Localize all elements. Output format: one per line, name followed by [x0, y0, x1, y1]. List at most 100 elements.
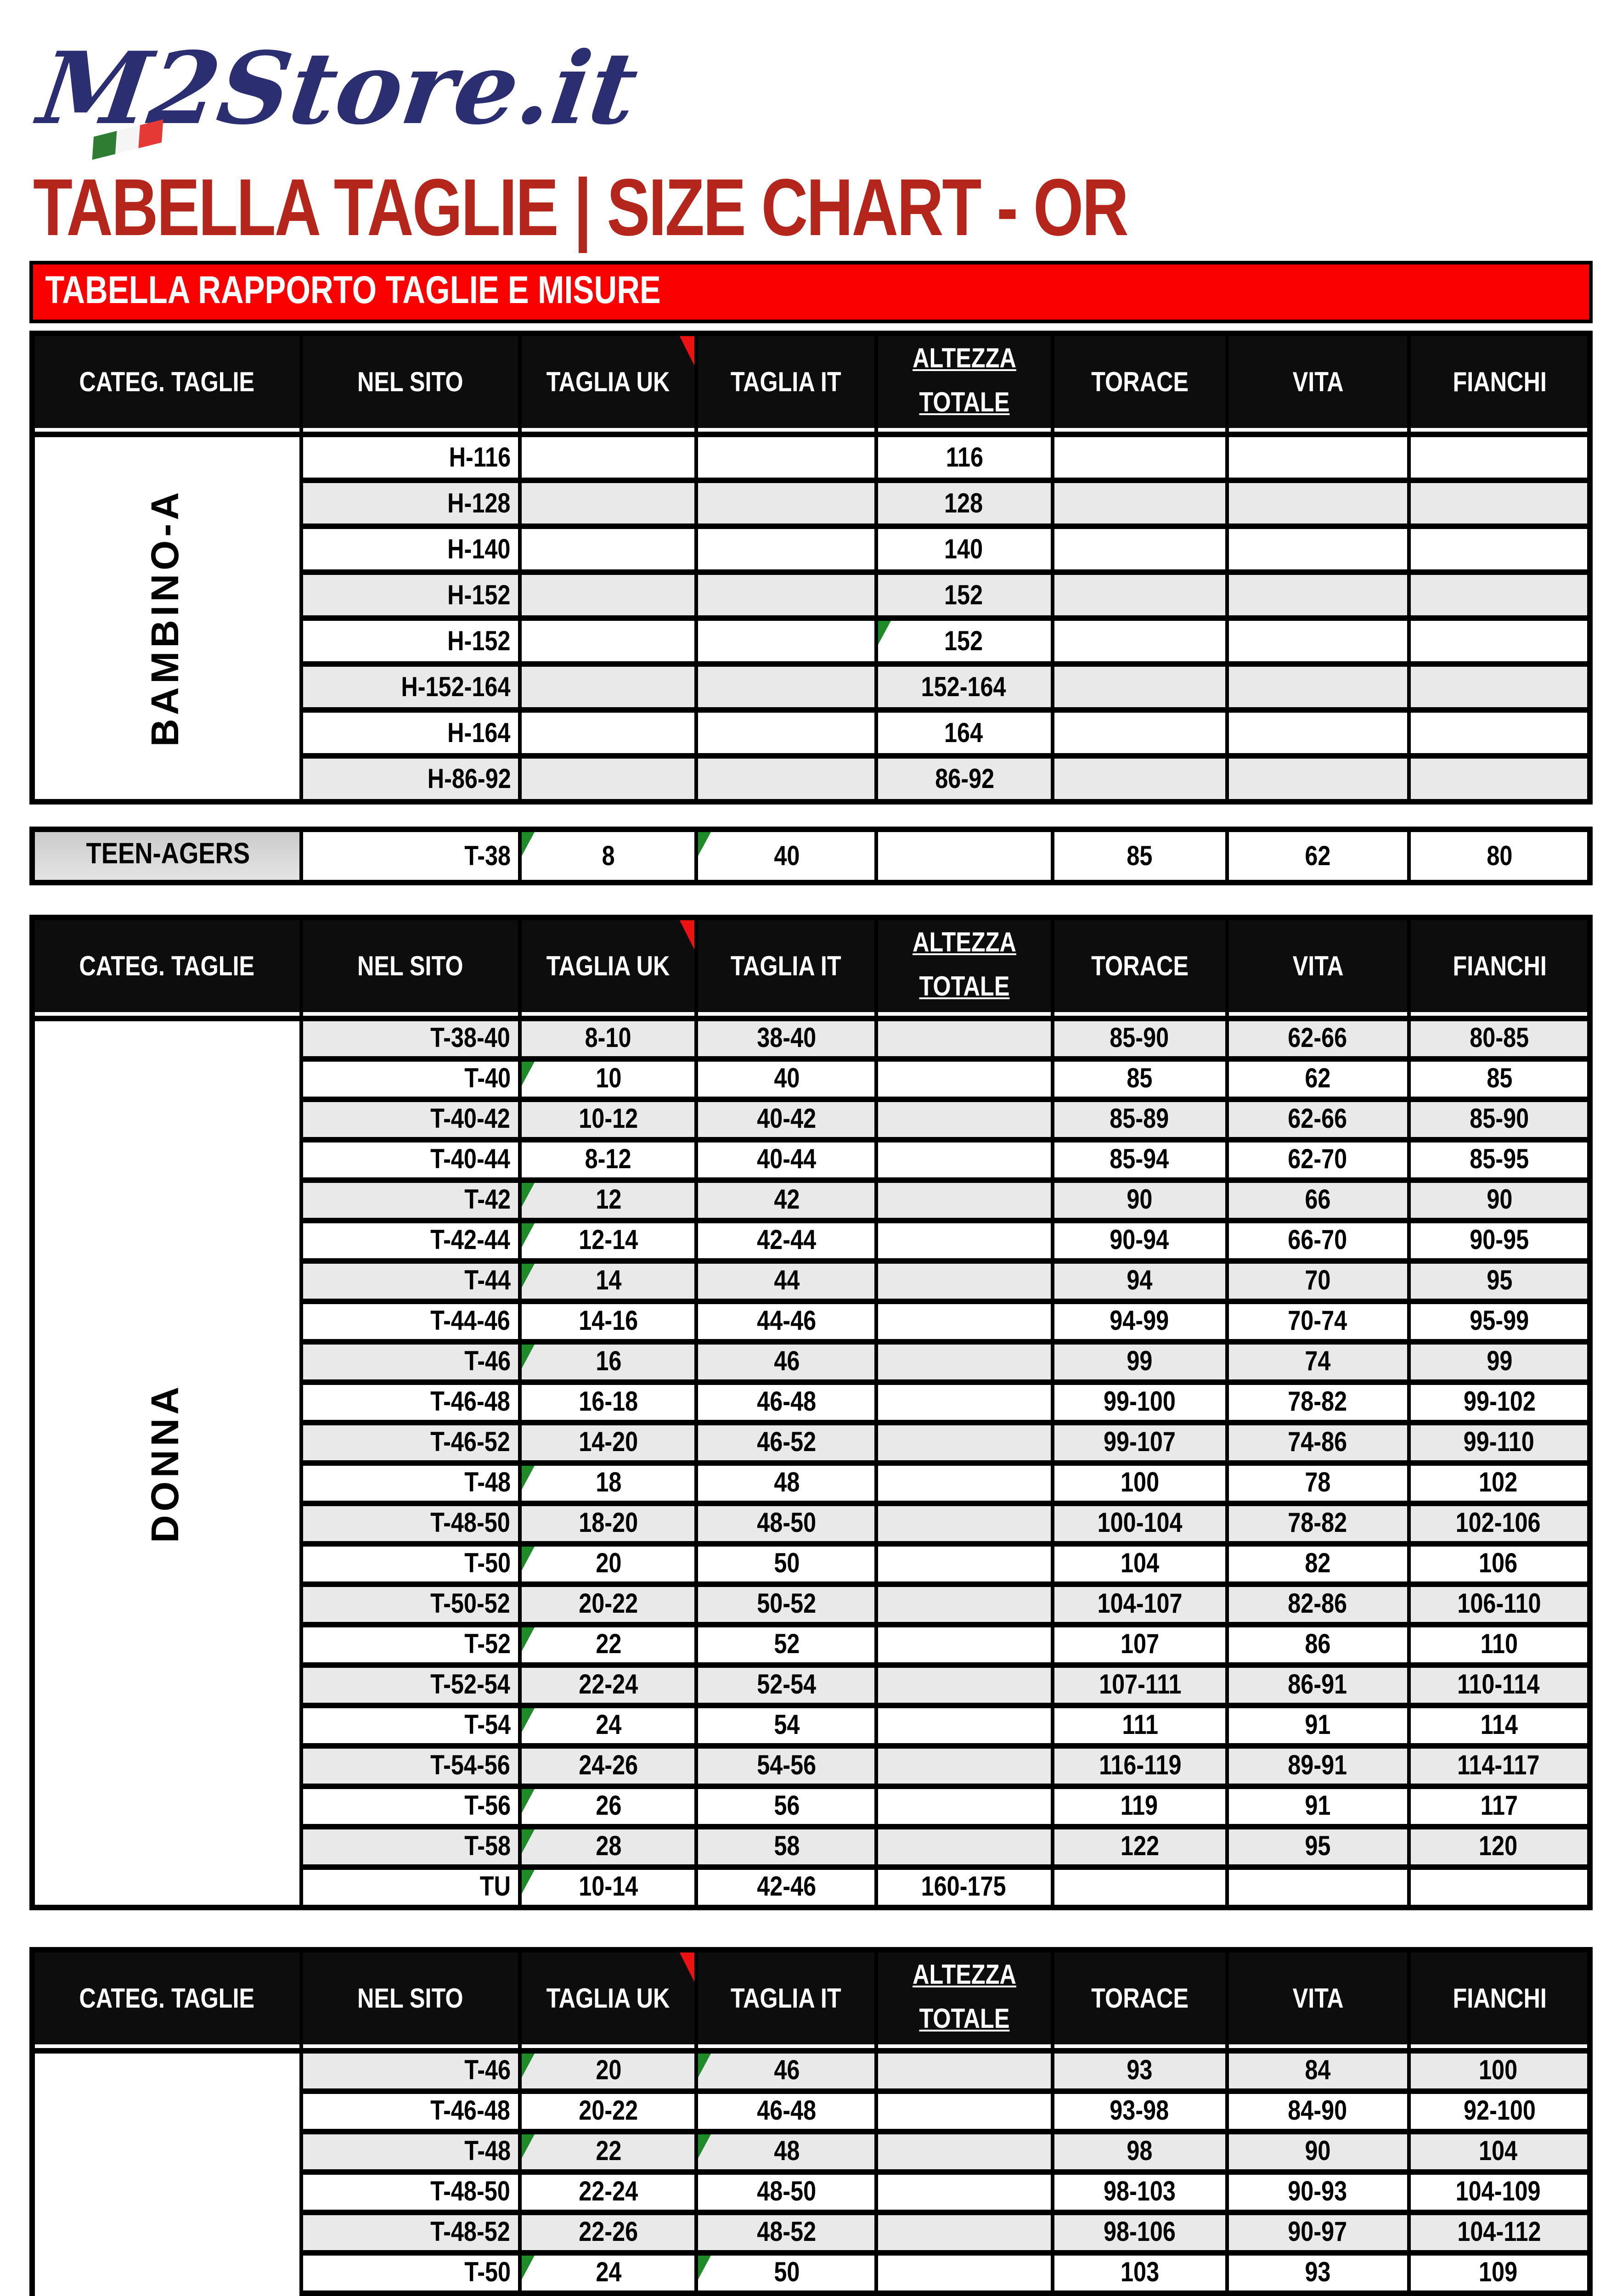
cell-value: 93-98	[1110, 2096, 1170, 2127]
cell-value: T-42	[464, 1185, 511, 1216]
cell-donna-r19-tor: 116-119	[1054, 1749, 1225, 1784]
cell-donna-r5-it: 42	[698, 1183, 874, 1218]
cell-uomo-r2-it: 46-48	[698, 2094, 874, 2129]
column-header-label: VITA	[1292, 1983, 1344, 2014]
cell-bambino-r3-it	[698, 529, 874, 569]
column-header-label: TAGLIA UK	[546, 1983, 670, 2014]
cell-bambino-r7-sito: H-164	[303, 713, 518, 753]
cell-value: 10-12	[578, 1104, 638, 1135]
cell-donna-r21-sito: T-58	[303, 1829, 518, 1864]
cell-donna-r10-fia: 99-102	[1411, 1385, 1587, 1420]
cell-donna-r3-tor: 85-89	[1054, 1102, 1225, 1137]
cell-donna-r5-uk: 12	[522, 1183, 694, 1218]
cell-donna-r19-vita: 89-91	[1229, 1749, 1407, 1784]
cell-uomo-r4-tor: 98-103	[1054, 2175, 1225, 2210]
cell-value: 54-56	[756, 1750, 816, 1782]
cell-value: T-44	[464, 1266, 511, 1297]
cell-value: 46	[773, 1346, 800, 1378]
cell-donna-r12-it: 48	[698, 1466, 874, 1501]
cell-donna-r3-vita: 62-66	[1229, 1102, 1407, 1137]
cell-donna-r7-sito: T-44	[303, 1264, 518, 1299]
size-table-uomo: CATEG. TAGLIE NEL SITO TAGLIA UK TAGLIA IT A…	[29, 1947, 1593, 2296]
cell-uomo-r5-uk: 22-26	[522, 2215, 694, 2250]
cell-value: 70-74	[1288, 1306, 1348, 1337]
category-cell-uomo: UOMO	[35, 2054, 299, 2296]
cell-value: 95	[1305, 1831, 1331, 1863]
cell-value: T-38	[464, 840, 511, 872]
cell-bambino-r1-fia	[1411, 437, 1587, 478]
cell-bambino-r2-it	[698, 483, 874, 523]
cell-donna-r20-fia: 117	[1411, 1789, 1587, 1824]
cell-value: 22-24	[578, 1670, 638, 1701]
cell-value: 50	[773, 1548, 800, 1580]
cell-bambino-r2-sito: H-128	[303, 483, 518, 523]
cell-value: 78-82	[1288, 1508, 1348, 1539]
cell-value: 95-99	[1469, 1306, 1529, 1337]
cell-donna-r17-alt	[878, 1668, 1051, 1703]
cell-donna-r18-vita: 91	[1229, 1708, 1407, 1743]
cell-value: T-52	[464, 1629, 511, 1660]
column-header-taglia-uk: TAGLIA UK	[522, 920, 694, 1016]
cell-donna-r9-vita: 74	[1229, 1345, 1407, 1379]
cell-value: 22	[595, 2136, 621, 2167]
cell-donna-r11-tor: 99-107	[1054, 1425, 1225, 1460]
cell-donna-r13-alt	[878, 1506, 1051, 1541]
cell-value: 20-22	[578, 1589, 638, 1620]
cell-donna-r21-uk: 28	[522, 1829, 694, 1864]
cell-value: 74	[1305, 1346, 1331, 1378]
cell-value: 90-95	[1469, 1225, 1529, 1256]
cell-bambino-r4-vita	[1229, 575, 1407, 615]
cell-donna-r14-fia: 106	[1411, 1547, 1587, 1581]
cell-bambino-r6-sito: H-152-164	[303, 667, 518, 707]
cell-value: 99-102	[1463, 1387, 1535, 1418]
column-header-taglia-it: TAGLIA IT	[698, 336, 874, 432]
cell-value: 104-107	[1097, 1589, 1183, 1620]
cell-donna-r5-fia: 90	[1411, 1183, 1587, 1218]
column-header-label: CATEG. TAGLIE	[79, 1983, 255, 2014]
column-header-nel-sito: NEL SITO	[303, 336, 518, 432]
cell-bambino-r8-fia	[1411, 759, 1587, 799]
cell-bambino-r8-vita	[1229, 759, 1407, 799]
cell-value: 84-90	[1288, 2096, 1348, 2127]
cell-uomo-r6-alt	[878, 2256, 1051, 2290]
cell-value: 20	[595, 1548, 621, 1580]
cell-value: 48	[773, 1468, 800, 1499]
cell-bambino-r3-uk	[522, 529, 694, 569]
cell-donna-r12-vita: 78	[1229, 1466, 1407, 1501]
cell-uomo-r3-sito: T-48	[303, 2134, 518, 2169]
cell-donna-r19-fia: 114-117	[1411, 1749, 1587, 1784]
size-table-bambino: CATEG. TAGLIE NEL SITO TAGLIA UK TAGLIA IT A…	[29, 331, 1593, 805]
cell-value: T-50-52	[431, 1589, 511, 1620]
cell-value: 85	[1127, 840, 1153, 872]
cell-donna-r22-sito: TU	[303, 1870, 518, 1905]
cell-uomo-r3-vita: 90	[1229, 2134, 1407, 2169]
cell-donna-r4-it: 40-44	[698, 1142, 874, 1177]
green-corner-marker-icon	[522, 1547, 535, 1570]
column-header-categ-taglie: CATEG. TAGLIE	[35, 920, 299, 1016]
cell-donna-r9-uk: 16	[522, 1345, 694, 1379]
cell-teen-r1-uk: 8	[522, 832, 694, 880]
cell-uomo-r3-it: 48	[698, 2134, 874, 2169]
cell-bambino-r2-fia	[1411, 483, 1587, 523]
cell-value: H-140	[447, 534, 511, 565]
cell-value: T-48	[464, 1468, 511, 1499]
column-header-taglia-uk: TAGLIA UK	[522, 1953, 694, 2048]
cell-value: 22	[595, 1629, 621, 1660]
cell-donna-r14-vita: 82	[1229, 1547, 1407, 1581]
category-label: DONNA	[145, 1383, 187, 1543]
cell-donna-r20-alt	[878, 1789, 1051, 1824]
cell-donna-r7-vita: 70	[1229, 1264, 1407, 1299]
column-header-torace: TORACE	[1054, 1953, 1225, 2048]
column-header-label: VITA	[1292, 951, 1344, 982]
cell-value: 152	[945, 625, 984, 657]
cell-donna-r11-it: 46-52	[698, 1425, 874, 1460]
cell-value: 44	[773, 1266, 800, 1297]
cell-bambino-r7-tor	[1054, 713, 1225, 753]
cell-donna-r6-sito: T-42-44	[303, 1223, 518, 1258]
cell-uomo-r3-fia: 104	[1411, 2134, 1587, 2169]
cell-uomo-r6-vita: 93	[1229, 2256, 1407, 2290]
cell-value: T-48-50	[431, 1508, 511, 1539]
green-corner-marker-icon	[522, 1466, 535, 1490]
green-corner-marker-icon	[698, 2134, 711, 2158]
red-corner-marker-icon	[680, 1953, 694, 1982]
